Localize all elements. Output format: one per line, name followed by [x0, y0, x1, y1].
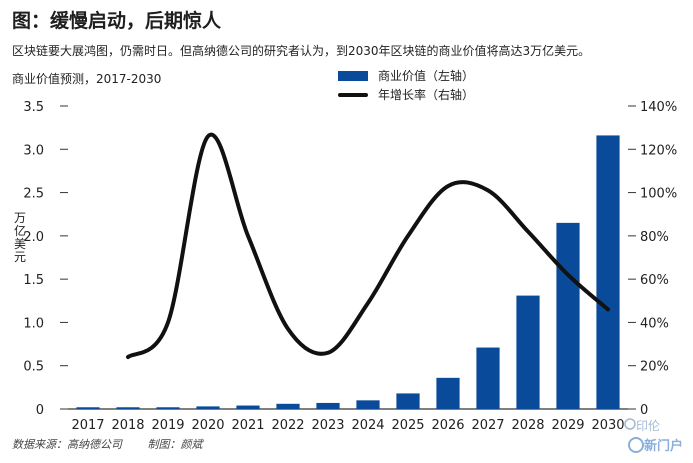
x-tick-label: 2023 — [311, 418, 344, 433]
chart-subtitle: 区块链要大展鸿图，仍需时日。但高纳德公司的研究者认为，到2030年区块链的商业价… — [12, 44, 591, 58]
legend-line-swatch — [338, 92, 368, 97]
watermark-icon — [624, 418, 644, 453]
x-tick-label: 2021 — [231, 418, 264, 433]
bar — [316, 402, 340, 409]
left-tick-label: 3.0 — [23, 143, 44, 158]
right-tick-label: 100% — [640, 187, 677, 202]
left-tick-label: 2.0 — [23, 230, 44, 245]
left-axis-label-char: 元 — [14, 250, 27, 264]
bar — [356, 400, 380, 409]
legend-bar-swatch — [338, 70, 368, 81]
x-tick-label: 2024 — [351, 418, 384, 433]
bar — [236, 405, 260, 409]
right-tick-label: 60% — [640, 273, 669, 288]
x-tick-label: 2025 — [391, 418, 424, 433]
left-tick-label: 1.0 — [23, 316, 44, 331]
bar — [116, 407, 140, 409]
bar — [156, 407, 180, 409]
watermark-logo: 印伦 新门户 — [622, 413, 688, 459]
chart-title: 图：缓慢启动，后期惊人 — [12, 10, 222, 32]
left-tick-label: 0.5 — [23, 360, 44, 375]
legend-item-bar: 商业价值（左轴） — [338, 66, 474, 85]
x-tick-label: 2027 — [471, 418, 504, 433]
left-tick-label: 1.5 — [23, 273, 44, 288]
right-tick-label: 0 — [640, 403, 648, 418]
legend-item-line: 年增长率（右轴） — [338, 85, 474, 104]
legend: 商业价值（左轴） 年增长率（右轴） — [338, 66, 474, 104]
right-tick-label: 80% — [640, 230, 669, 245]
bar — [556, 222, 580, 409]
x-tick-label: 2026 — [431, 418, 464, 433]
source-note: 数据来源：高纳德公司 — [12, 438, 122, 451]
right-tick-label: 20% — [640, 360, 669, 375]
watermark-name: 印伦 — [636, 419, 661, 433]
watermark-brand: 新门户 — [644, 439, 684, 454]
footer: 数据来源：高纳德公司 制图：颜斌 — [12, 436, 203, 452]
right-tick-label: 120% — [640, 143, 677, 158]
right-tick-label: 40% — [640, 316, 669, 331]
right-tick-label: 140% — [640, 100, 677, 115]
legend-line-label: 年增长率（右轴） — [378, 88, 475, 102]
left-axis-label-char: 万 — [14, 211, 27, 225]
x-tick-label: 2017 — [71, 418, 104, 433]
bar — [476, 347, 500, 409]
bar — [276, 403, 300, 409]
x-tick-label: 2020 — [191, 418, 224, 433]
chart-section-label: 商业价值预测，2017-2030 — [12, 72, 162, 86]
growth-rate-line — [126, 132, 610, 360]
left-axis-label-char: 亿 — [14, 224, 27, 238]
legend-bar-label: 商业价值（左轴） — [378, 69, 475, 83]
left-axis-label-char: 美 — [14, 237, 27, 251]
bar — [196, 406, 220, 409]
bar — [436, 377, 460, 409]
left-tick-label: 2.5 — [23, 187, 44, 202]
x-tick-label: 2029 — [551, 418, 584, 433]
x-tick-label: 2022 — [271, 418, 304, 433]
x-tick-label: 2018 — [111, 418, 144, 433]
left-tick-label: 0 — [36, 403, 44, 418]
bar — [396, 393, 420, 409]
x-tick-label: 2028 — [511, 418, 544, 433]
bar — [516, 295, 540, 409]
bar — [76, 407, 100, 409]
bar — [596, 135, 620, 410]
left-axis-label: 万 亿 美 元 — [14, 212, 28, 264]
x-tick-label: 2019 — [151, 418, 184, 433]
credit-note: 制图：颜斌 — [147, 438, 203, 451]
x-tick-label: 2030 — [591, 418, 624, 433]
left-tick-label: 3.5 — [23, 100, 44, 115]
